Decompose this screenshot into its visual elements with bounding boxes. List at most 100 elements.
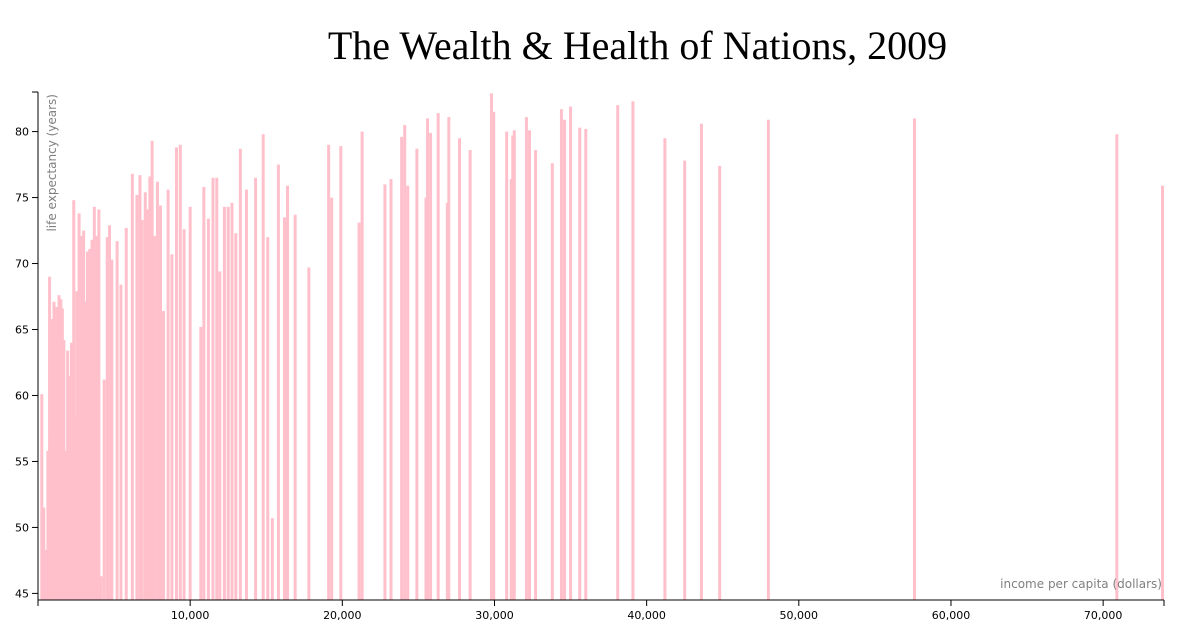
bar-42 (140, 219, 144, 600)
bar-90 (426, 118, 430, 600)
bar-121 (1161, 185, 1164, 601)
bar-14 (64, 450, 68, 600)
bar-45 (148, 176, 152, 600)
bar-78 (327, 144, 331, 600)
bar-77 (307, 267, 311, 600)
bar-76 (293, 214, 297, 601)
y-axis-ticks: 45 50 55 60 65 70 75 80 (15, 91, 38, 600)
bar-53 (174, 147, 178, 600)
bar-43 (143, 192, 147, 600)
bar-112 (616, 105, 620, 601)
bar-38 (124, 227, 128, 600)
bar-19 (73, 415, 77, 600)
bar-70 (261, 134, 265, 600)
bar-94 (447, 117, 451, 600)
y-tick-label-65: 65 (15, 324, 29, 337)
bar-106 (550, 163, 554, 600)
bar-111 (584, 128, 588, 601)
bar-34 (108, 225, 112, 601)
bar-92 (436, 113, 440, 600)
x-axis-label: income per capita (dollars) (1000, 577, 1162, 591)
bar-64 (226, 206, 230, 600)
x-tick-label-70000: 70,000 (1084, 609, 1123, 622)
bar-18 (72, 200, 76, 601)
y-tick-label-70: 70 (15, 258, 29, 271)
bar-119 (912, 118, 916, 600)
bar-85 (400, 136, 404, 600)
bar-61 (215, 177, 219, 600)
bar-11 (59, 299, 63, 600)
bar-117 (718, 165, 722, 600)
bar-60 (211, 177, 215, 600)
bar-69 (254, 177, 258, 600)
bar-12 (60, 308, 64, 600)
bar-88 (415, 148, 419, 600)
bar-59 (206, 218, 210, 600)
bar-91 (429, 132, 433, 600)
y-tick-label-75: 75 (15, 192, 29, 205)
bar-114 (663, 138, 667, 600)
bar-3 (46, 450, 50, 600)
bar-54 (178, 144, 182, 600)
bar-55 (182, 229, 186, 601)
bar-2 (44, 549, 48, 600)
bar-8 (53, 435, 57, 600)
bar-105 (534, 150, 538, 601)
bar-101 (511, 135, 515, 601)
bar-40 (135, 194, 139, 600)
y-tick-label-55: 55 (15, 455, 29, 468)
bar-109 (569, 106, 573, 600)
bar-74 (283, 217, 287, 600)
bar-79 (330, 197, 334, 600)
y-tick-label-60: 60 (15, 389, 29, 402)
bar-63 (222, 206, 226, 600)
bar-24 (84, 301, 88, 600)
bar-10 (57, 295, 61, 600)
bar-39 (130, 173, 134, 600)
bar-28 (92, 206, 96, 600)
bar-104 (527, 130, 531, 600)
bar-67 (238, 148, 242, 600)
bar-44 (146, 209, 150, 600)
bar-9 (55, 307, 59, 600)
bar-46 (150, 140, 154, 600)
bar-25 (85, 251, 89, 600)
bar-15 (66, 350, 70, 600)
bar-71 (266, 237, 270, 600)
bar-49 (158, 205, 162, 600)
bar-103 (524, 117, 528, 600)
x-tick-label-60000: 60,000 (932, 609, 971, 622)
bar-52 (170, 254, 174, 601)
x-tick-label-30000: 30,000 (475, 609, 514, 622)
bar-56 (188, 206, 192, 600)
bar-7 (52, 301, 56, 600)
x-tick-label-50000: 50,000 (780, 609, 819, 622)
y-tick-label-45: 45 (15, 587, 29, 600)
bar-93 (445, 202, 449, 600)
bar-120 (1115, 134, 1119, 600)
bar-72 (270, 518, 274, 600)
bar-27 (90, 239, 94, 601)
bar-115 (683, 160, 687, 601)
bar-118 (766, 119, 770, 600)
x-tick-label-10000: 10,000 (171, 609, 210, 622)
bar-68 (244, 189, 248, 601)
bar-31 (99, 576, 103, 600)
bar-21 (77, 213, 81, 600)
bar-99 (505, 131, 509, 600)
bar-47 (152, 235, 156, 601)
bar-98 (492, 111, 496, 600)
bar-86 (403, 124, 407, 601)
bar-108 (562, 119, 566, 600)
bar-83 (383, 184, 387, 600)
x-tick-label-40000: 40,000 (627, 609, 666, 622)
bar-100 (509, 179, 513, 601)
y-tick-label-80: 80 (15, 126, 29, 139)
bar-16 (67, 375, 71, 600)
bar-89 (424, 197, 428, 600)
bar-6 (50, 318, 54, 600)
chart-title: The Wealth & Health of Nations, 2009 (327, 23, 948, 68)
bar-80 (339, 146, 343, 600)
y-tick-label-50: 50 (15, 521, 29, 534)
y-axis-label: life expectancy (years) (45, 94, 59, 232)
